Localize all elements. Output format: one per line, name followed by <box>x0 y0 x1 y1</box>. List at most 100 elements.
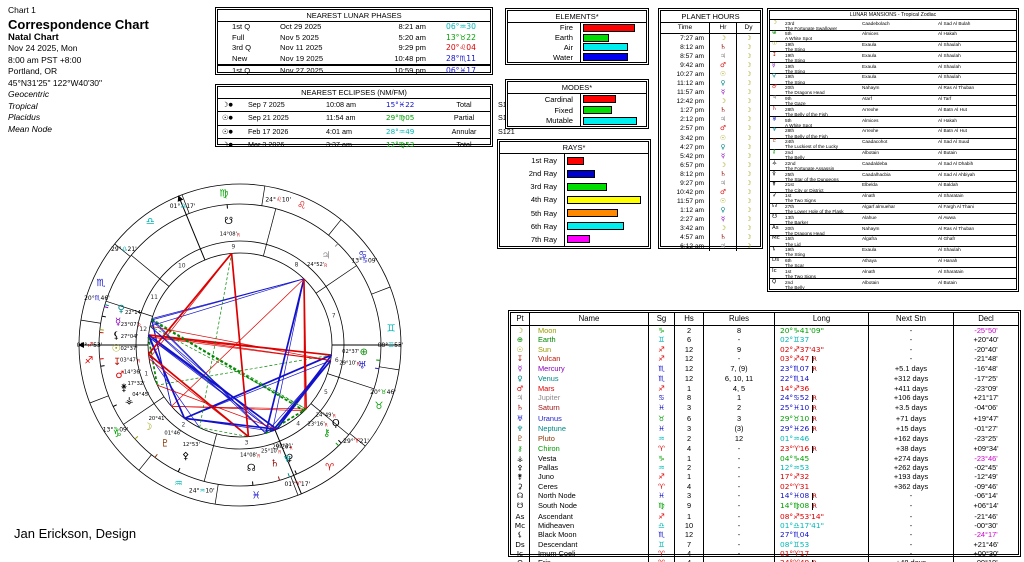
mars-glyph: ♂ <box>115 370 124 381</box>
house-number: 9 <box>232 244 236 251</box>
aspect-line <box>303 278 307 410</box>
planet-degree-label: 14°08'R <box>240 453 260 459</box>
mansion-meaning: The Sting <box>785 68 806 74</box>
planet-name: Juno <box>529 472 648 482</box>
house-number: 3 <box>674 423 703 435</box>
mansion-meaning: The Sting <box>785 252 806 258</box>
mansion-meaning: The Dragons Head <box>785 90 825 96</box>
ic-glyph: Ic <box>516 548 524 558</box>
planet-row: ☿ Mercury ♏ 12 7, (9) 23°♏07 R +5.1 days -16°48… <box>511 364 1018 375</box>
rules-houses: - <box>703 491 774 502</box>
next-station: +162 days <box>868 434 953 444</box>
ray-bar-area <box>564 180 648 194</box>
mansion-name: Alahue <box>862 214 877 220</box>
hour-time: 9:42 am <box>680 62 704 70</box>
mode-label: Cardinal <box>544 94 573 104</box>
ray-bar-area <box>564 167 648 181</box>
ari-sign-glyph: ♈ <box>648 558 674 562</box>
ari-sign-glyph: ♈ <box>648 548 674 559</box>
ray-bar-area <box>564 232 648 246</box>
mansion-meaning: The Lower Hole of the Flask <box>785 209 844 215</box>
planet-row: ♀ Venus ♏ 12 6, 10, 11 22°♏14 +312 days -17°25' <box>511 374 1018 384</box>
planet-name: Earth <box>529 335 648 345</box>
element-bar-area <box>580 23 646 33</box>
col-hr: Hr <box>709 23 736 33</box>
mansion-arabic-name: Al Sad Al Dhabih <box>938 160 974 166</box>
pluto-glyph: ♇ <box>161 438 170 449</box>
leo-sign-glyph: ♌ <box>459 43 467 52</box>
planet-degree-label: 23°16'R <box>308 421 328 427</box>
moon-glyph: ☽ <box>736 43 760 53</box>
house-number: 7 <box>332 313 336 320</box>
vesta-glyph: ⚶ <box>516 453 524 463</box>
planet-row: ☊ North Node ♓ 3-14°♓08 R - -06°14' <box>511 491 1018 502</box>
mansion-name: Exaula <box>862 63 877 69</box>
planet-degree-label: 20°41' <box>149 416 166 422</box>
planet-declination: -25°50' <box>953 326 1018 336</box>
aspect-line <box>230 253 250 437</box>
mansion-meaning: The Barker <box>785 219 809 225</box>
planet-row: ♃ Jupiter ♋ 8 1 24°♋52 R +106 days +21°17' <box>511 393 1018 404</box>
planet-declination: +19°47' <box>953 413 1018 424</box>
mansion-row: ⚸ 19th Exaula Al Shaulah The Sting <box>770 246 1016 258</box>
planet-longitude: 01°♒46 <box>774 434 868 444</box>
lib-sign-glyph: ♎ <box>648 520 674 531</box>
phase-longitude: 06°♓17 <box>446 66 476 75</box>
mansion-meaning: The Belly <box>785 284 805 290</box>
planet-name: Saturn <box>529 403 648 414</box>
house-number: 12 <box>674 353 703 365</box>
next-station: +15 days <box>868 423 953 435</box>
elements-panel: ELEMENTS* Fire Earth Air Water <box>505 8 649 65</box>
lib-sign-glyph: ♎ <box>793 520 800 530</box>
hour-time: 10:27 am <box>676 71 705 79</box>
juno-glyph: ⚵ <box>120 383 127 394</box>
uranus-glyph: ♅ <box>772 116 777 123</box>
modes-title: MODES* <box>508 82 646 94</box>
planet-name: Vesta <box>529 453 648 464</box>
planet-table-header: Pt Name Sg Hs Rules Long Next Stn Decl <box>511 313 1018 326</box>
house-number: 4 <box>674 548 703 559</box>
house-cusp-line <box>203 433 217 482</box>
planet-hour-row: 1:27 pm ♄ ☽ <box>661 106 760 116</box>
planet-declination: -20°40' <box>953 344 1018 354</box>
mansion-ordinal: 28th <box>785 106 795 112</box>
planet-table-rows: Pt Name Sg Hs Rules Long Next Stn Decl ☽ Moon ♑ 2 8 2… <box>511 313 1018 562</box>
planet-hour-row: 11:57 am ☿ ☽ <box>661 88 760 98</box>
planet-tick <box>335 442 339 447</box>
aspect-line <box>157 354 332 386</box>
planet-name: Pallas <box>529 463 648 473</box>
hour-time: 11:57 pm <box>676 197 704 205</box>
planet-declination: +21°17' <box>953 393 1018 404</box>
element-row: Air <box>508 42 646 53</box>
planet-row: ♅ Uranus ♉ 6 3 29°♉10 R +71 days +19°47' <box>511 413 1018 424</box>
mansion-ordinal: 2nd <box>785 279 793 285</box>
ray-label: 3rd Ray <box>530 182 557 192</box>
mc-glyph: Mc <box>514 520 526 530</box>
eclipse-longitude: 12°♍53 <box>386 140 415 150</box>
moon-glyph: ☽ <box>143 422 152 433</box>
house-number: 3 <box>674 403 703 414</box>
phase-name: 3rd Q <box>232 43 251 52</box>
moon-glyph: ☽ <box>736 70 760 80</box>
phase-date: Nov 19 2025 <box>280 53 324 63</box>
hour-time: 11:12 am <box>676 80 704 88</box>
planet-row: ⚳ Ceres ♈ 4-02°♈31 +362 days -09°46' <box>511 481 1018 492</box>
aspect-line <box>199 427 249 437</box>
vir-sign-glyph: ♍ <box>648 501 674 512</box>
phase-name: New <box>232 53 248 63</box>
pallas-glyph: ⚴ <box>772 170 777 177</box>
eris-glyph: Ϙ <box>332 418 340 429</box>
aspect-line <box>148 336 185 419</box>
next-station: +106 days <box>868 393 953 404</box>
planet-tick <box>277 476 281 481</box>
jupiter-glyph: ♃ <box>772 95 777 102</box>
house-number: 6 <box>335 357 339 364</box>
rules-houses: 1 <box>703 393 774 404</box>
eclipse-type: Partial <box>453 113 475 123</box>
phase-longitude: 13°♉22 <box>446 32 476 42</box>
rules-houses: - <box>703 539 774 549</box>
house-number: 4 <box>674 558 703 562</box>
planet-degree-label: 25°10'R <box>261 449 281 455</box>
vir-sign-glyph: ♍ <box>398 140 406 150</box>
mansion-arabic-name: Al Shaulah <box>938 63 961 69</box>
